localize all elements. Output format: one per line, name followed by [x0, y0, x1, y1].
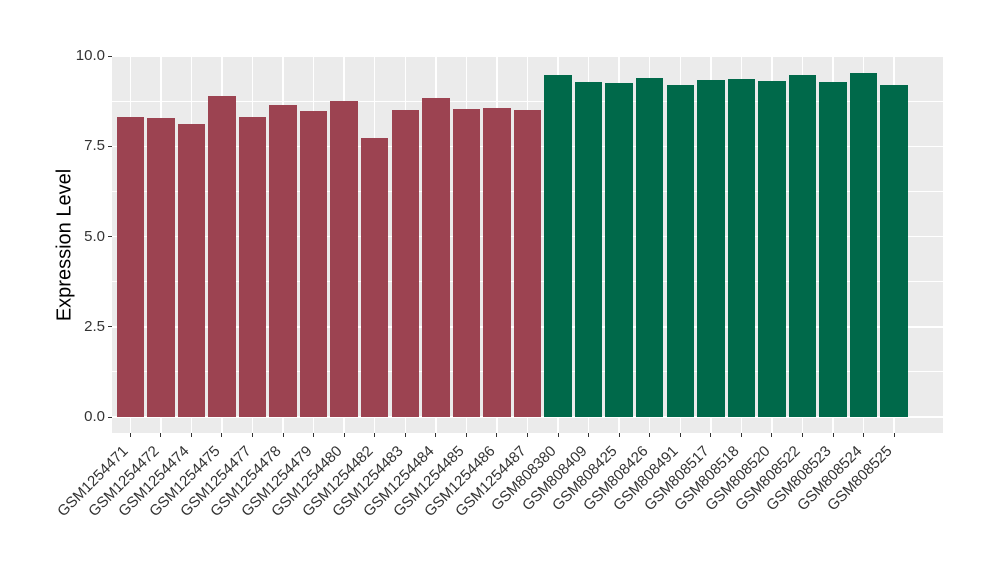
- bar-GSM808409: [574, 81, 603, 417]
- y-tick-label: 10.0: [75, 47, 105, 64]
- x-tick-mark: [863, 433, 865, 437]
- x-tick-mark: [710, 433, 712, 437]
- x-tick-mark: [557, 433, 559, 437]
- bar-GSM1254478: [269, 105, 297, 417]
- bar-GSM808520: [758, 80, 786, 417]
- bar-GSM1254479: [299, 110, 328, 417]
- x-tick-mark: [527, 433, 528, 437]
- x-tick-mark: [618, 433, 620, 437]
- x-tick-mark: [313, 433, 315, 437]
- bar-GSM1254477: [238, 117, 267, 417]
- y-tick-mark: [108, 416, 112, 418]
- plot-panel: [112, 56, 943, 433]
- bar-GSM1254487: [513, 110, 542, 417]
- x-tick-mark: [129, 433, 131, 437]
- bar-GSM1254480: [330, 100, 358, 417]
- x-tick-mark: [374, 433, 376, 437]
- x-tick-mark: [801, 433, 803, 437]
- bar-GSM1254485: [452, 109, 481, 417]
- x-tick-mark: [190, 433, 192, 437]
- x-tick-mark: [588, 433, 590, 437]
- bar-GSM808425: [605, 83, 633, 417]
- x-tick-mark: [649, 433, 651, 437]
- x-tick-mark: [160, 433, 162, 437]
- x-tick-mark: [404, 433, 406, 437]
- bar-GSM808518: [727, 78, 756, 417]
- bar-GSM808426: [635, 78, 664, 417]
- y-tick-label: 2.5: [84, 317, 105, 335]
- x-tick-mark: [465, 433, 467, 437]
- x-tick-mark: [496, 433, 498, 437]
- bar-GSM1254484: [422, 98, 450, 417]
- y-tick-mark: [108, 55, 112, 57]
- bar-GSM808522: [788, 74, 817, 417]
- x-tick-mark: [221, 433, 223, 437]
- x-tick-mark: [343, 433, 345, 437]
- x-tick-mark: [282, 433, 284, 437]
- x-tick-mark: [771, 433, 773, 437]
- y-tick-label: 5.0: [84, 227, 105, 245]
- x-tick-mark: [740, 433, 742, 437]
- x-tick-mark: [252, 433, 254, 437]
- y-tick-label: 7.5: [84, 137, 105, 155]
- bar-GSM1254475: [208, 96, 236, 417]
- bar-GSM808523: [819, 82, 847, 417]
- bar-GSM1254471: [116, 117, 145, 417]
- y-tick-label: 0.0: [84, 408, 105, 425]
- y-tick-mark: [108, 145, 112, 147]
- x-tick-mark: [832, 433, 834, 437]
- y-tick-mark: [108, 326, 112, 328]
- bar-GSM1254486: [483, 108, 511, 417]
- bar-GSM808525: [880, 84, 908, 417]
- bar-GSM1254474: [177, 123, 206, 417]
- x-tick-mark: [893, 433, 895, 437]
- x-tick-mark: [435, 433, 437, 437]
- bar-GSM1254483: [391, 110, 420, 417]
- bar-GSM808491: [666, 84, 694, 417]
- bar-GSM808524: [849, 72, 878, 417]
- bar-GSM808517: [697, 79, 725, 417]
- bar-GSM1254482: [360, 137, 389, 417]
- y-tick-mark: [108, 236, 112, 237]
- bar-GSM1254472: [147, 118, 175, 417]
- bar-GSM808380: [544, 75, 572, 417]
- x-tick-mark: [679, 433, 681, 437]
